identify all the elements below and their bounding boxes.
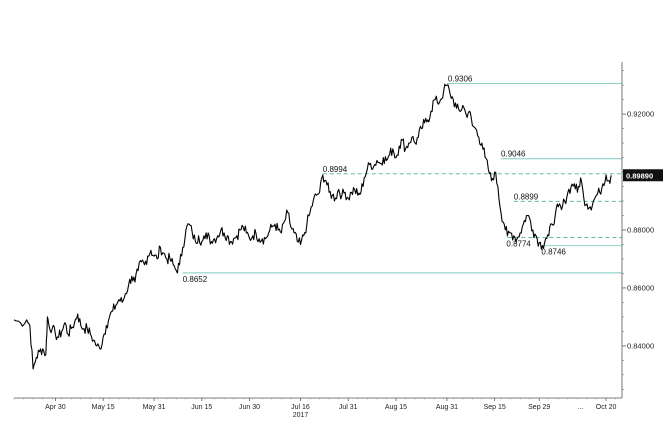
x-axis: Apr 30 May 15 May 31 Jun 15 Jun 30 Jul 16 Jul … bbox=[13, 397, 622, 419]
annotation-layer: 0.9306 0.9046 0.8994 0.8899 0.8774 0.8746 0.86… bbox=[183, 74, 567, 283]
last-value-label: 0.89890 bbox=[626, 171, 653, 180]
annotation-label: 0.8994 bbox=[323, 165, 348, 174]
y-tick-label: 0.86000 bbox=[627, 283, 654, 292]
x-tick-label: Sep 15 bbox=[484, 404, 506, 411]
last-value-box bbox=[623, 169, 663, 182]
x-ellipsis-label: ... bbox=[578, 404, 584, 411]
x-tick-label: Sep 29 bbox=[528, 404, 550, 411]
last-value-layer: 0.89890 bbox=[623, 169, 663, 182]
series-line bbox=[13, 83, 612, 370]
x-tick-label: Jun 15 bbox=[191, 404, 212, 411]
x-tick-label: Aug 15 bbox=[385, 404, 407, 411]
x-tick-label: May 15 bbox=[92, 404, 115, 411]
x-tick-label: Jul 16 bbox=[291, 404, 310, 411]
annotation-label: 0.9306 bbox=[448, 74, 473, 83]
x-tick-label: Jul 31 bbox=[339, 404, 358, 411]
series-layer bbox=[13, 83, 612, 370]
x-tick-label: Apr 30 bbox=[45, 404, 66, 411]
annotation-label: 0.9046 bbox=[501, 150, 526, 159]
year-label: 2017 bbox=[293, 412, 309, 419]
annotation-label: 0.8899 bbox=[514, 192, 539, 201]
y-tick-label: 0.84000 bbox=[627, 341, 654, 350]
y-tick-label: 0.88000 bbox=[627, 226, 654, 235]
x-tick-label: May 31 bbox=[143, 404, 166, 411]
x-tick-label: Aug 31 bbox=[436, 404, 458, 411]
reference-lines bbox=[182, 82, 622, 274]
annotation-label: 0.8652 bbox=[183, 275, 208, 284]
x-tick-label: Oct 20 bbox=[596, 404, 617, 411]
annotation-label: 0.8774 bbox=[506, 240, 531, 249]
y-tick-label: 0.92000 bbox=[627, 110, 654, 119]
x-tick-label: Jun 30 bbox=[239, 404, 260, 411]
annotation-label: 0.8746 bbox=[541, 248, 566, 257]
